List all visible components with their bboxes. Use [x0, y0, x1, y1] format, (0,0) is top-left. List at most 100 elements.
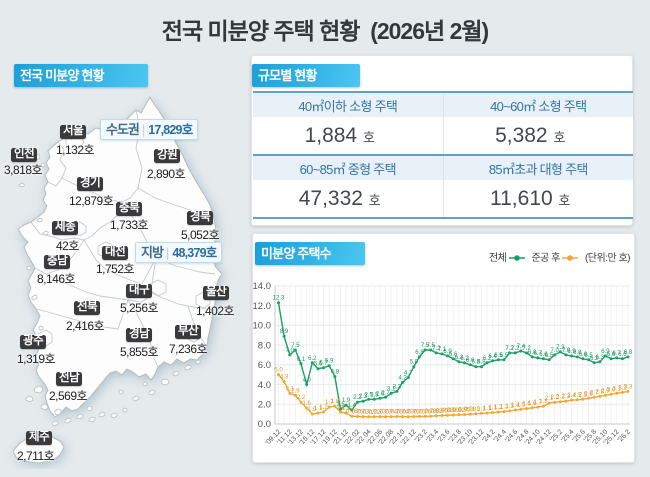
svg-text:3.3: 3.3	[624, 384, 633, 390]
svg-text:4.3: 4.3	[280, 375, 289, 381]
svg-text:0.88: 0.88	[442, 408, 454, 414]
svg-text:0.75: 0.75	[391, 410, 403, 416]
svg-text:6.2: 6.2	[460, 356, 469, 362]
svg-text:8.9: 8.9	[280, 329, 289, 335]
svg-text:6.6: 6.6	[539, 352, 548, 358]
svg-text:7.0: 7.0	[286, 348, 295, 354]
svg-text:5.8: 5.8	[472, 360, 481, 366]
svg-text:3.2: 3.2	[618, 385, 627, 391]
svg-text:0.73: 0.73	[357, 410, 369, 416]
svg-text:6.5: 6.5	[494, 353, 503, 359]
svg-text:0.0: 0.0	[258, 419, 271, 430]
svg-text:0.98: 0.98	[464, 407, 476, 413]
svg-text:7.5: 7.5	[421, 343, 430, 349]
svg-text:2.9: 2.9	[601, 388, 610, 394]
svg-text:1.0: 1.0	[308, 407, 317, 413]
svg-text:1.4: 1.4	[348, 403, 357, 409]
svg-text:1.1: 1.1	[314, 406, 323, 412]
svg-text:12.0: 12.0	[253, 301, 272, 312]
svg-text:0.73: 0.73	[402, 410, 414, 416]
svg-text:6.3: 6.3	[455, 355, 464, 361]
svg-text:1.1: 1.1	[483, 406, 492, 412]
svg-text:7.5: 7.5	[427, 343, 436, 349]
svg-text:5.7: 5.7	[319, 361, 328, 367]
svg-text:2.2: 2.2	[551, 395, 560, 401]
svg-text:7.5: 7.5	[291, 343, 300, 349]
svg-text:6.9: 6.9	[601, 349, 610, 355]
svg-text:0.75: 0.75	[414, 410, 426, 416]
svg-text:6.6: 6.6	[579, 352, 588, 358]
svg-text:5.8: 5.8	[410, 360, 419, 366]
svg-text:12.3: 12.3	[273, 296, 285, 302]
svg-text:4.8: 4.8	[331, 370, 340, 376]
svg-text:5.9: 5.9	[325, 359, 334, 365]
svg-text:6.2: 6.2	[590, 356, 599, 362]
svg-text:6.6: 6.6	[618, 352, 627, 358]
svg-text:1.9: 1.9	[342, 398, 351, 404]
svg-text:7.2: 7.2	[432, 346, 441, 352]
svg-text:2.6: 2.6	[584, 391, 593, 397]
svg-text:7.0: 7.0	[551, 348, 560, 354]
svg-text:6.8: 6.8	[624, 350, 633, 356]
svg-text:2.5: 2.5	[365, 392, 374, 398]
svg-text:0.76: 0.76	[419, 409, 431, 415]
svg-text:2.2: 2.2	[353, 395, 362, 401]
svg-text:1.1: 1.1	[477, 406, 486, 412]
svg-text:1.6: 1.6	[303, 401, 312, 407]
svg-text:2.4: 2.4	[567, 393, 576, 399]
svg-text:6.7: 6.7	[534, 351, 543, 357]
svg-text:0.92: 0.92	[453, 408, 465, 414]
svg-text:2.8: 2.8	[596, 389, 605, 395]
svg-text:1.8: 1.8	[539, 399, 548, 405]
svg-text:2.1: 2.1	[545, 396, 554, 402]
svg-text:1.7: 1.7	[534, 400, 543, 406]
svg-text:1.2: 1.2	[500, 405, 509, 411]
svg-text:1.2: 1.2	[336, 405, 345, 411]
svg-text:1.8: 1.8	[331, 399, 340, 405]
svg-text:2.5: 2.5	[370, 392, 379, 398]
svg-text:0.75: 0.75	[408, 410, 420, 416]
svg-text:6.8: 6.8	[415, 350, 424, 356]
svg-text:1.5: 1.5	[336, 402, 345, 408]
svg-text:14.0: 14.0	[253, 281, 272, 292]
svg-text:7.2: 7.2	[505, 346, 514, 352]
svg-text:6.7: 6.7	[613, 351, 622, 357]
svg-text:'26.2: '26.2	[617, 428, 632, 444]
svg-text:7.3: 7.3	[556, 345, 565, 351]
svg-text:2.3: 2.3	[359, 394, 368, 400]
svg-text:3.0: 3.0	[607, 387, 616, 393]
svg-text:6.5: 6.5	[545, 353, 554, 359]
svg-text:0.72: 0.72	[363, 410, 375, 416]
svg-text:1.4: 1.4	[511, 403, 520, 409]
svg-text:0.95: 0.95	[459, 408, 471, 414]
svg-text:0.78: 0.78	[346, 409, 358, 415]
svg-text:1.1: 1.1	[342, 406, 351, 412]
svg-text:4.2: 4.2	[398, 376, 407, 382]
svg-text:6.6: 6.6	[449, 352, 458, 358]
svg-text:0.72: 0.72	[368, 410, 380, 416]
svg-text:1.6: 1.6	[522, 402, 531, 408]
svg-text:1.6: 1.6	[528, 401, 537, 407]
svg-text:6.0: 6.0	[466, 358, 475, 364]
svg-text:1.0: 1.0	[472, 407, 481, 413]
svg-text:1.1: 1.1	[489, 406, 498, 412]
svg-text:7.2: 7.2	[522, 346, 531, 352]
svg-text:7.1: 7.1	[438, 347, 447, 353]
svg-text:8.0: 8.0	[258, 340, 271, 351]
svg-text:6.3: 6.3	[596, 355, 605, 361]
svg-text:2.7: 2.7	[590, 390, 599, 396]
svg-text:6.6: 6.6	[607, 352, 616, 358]
svg-text:6.2: 6.2	[483, 356, 492, 362]
svg-text:6.8: 6.8	[573, 350, 582, 356]
svg-text:0.74: 0.74	[397, 410, 409, 416]
svg-text:3.1: 3.1	[387, 386, 396, 392]
svg-text:1.3: 1.3	[505, 404, 514, 410]
svg-text:5.8: 5.8	[477, 360, 486, 366]
svg-text:2.9: 2.9	[291, 388, 300, 394]
svg-text:7.0: 7.0	[562, 348, 571, 354]
svg-text:6.0: 6.0	[258, 360, 271, 371]
svg-text:6.9: 6.9	[443, 349, 452, 355]
svg-text:4.7: 4.7	[404, 371, 413, 377]
svg-text:2.7: 2.7	[381, 390, 390, 396]
svg-text:0.75: 0.75	[352, 410, 364, 416]
